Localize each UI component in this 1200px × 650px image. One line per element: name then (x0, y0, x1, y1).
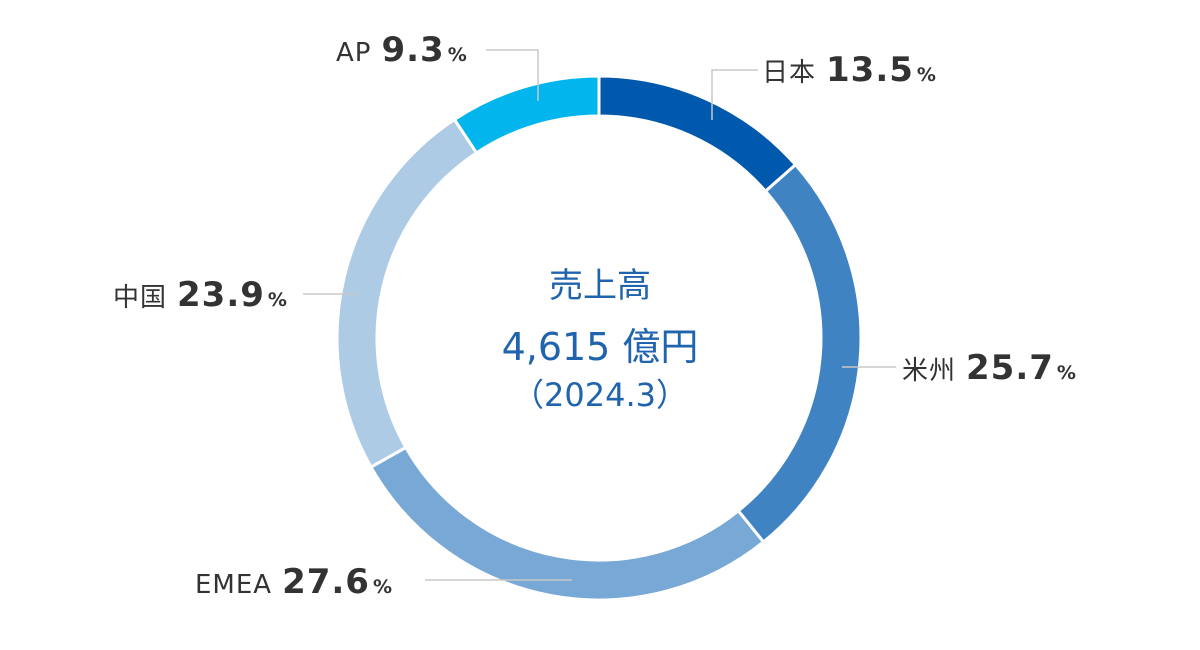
slice-name: 日本 (762, 58, 817, 88)
center-date: （2024.3） (512, 376, 688, 414)
percent-sign: % (447, 44, 467, 66)
percent-sign: % (267, 289, 287, 311)
slice-name: AP (336, 38, 372, 68)
slice-value: 25.7 (966, 348, 1054, 388)
leader-line-ap (486, 49, 539, 101)
percent-sign: % (372, 576, 393, 598)
slice-japan (597, 74, 798, 194)
leader-line-japan (711, 69, 758, 120)
slice-label-japan: 日本 13.5 % (762, 50, 936, 90)
slice-emea (368, 445, 766, 602)
slice-label-china: 中国 23.9 % (113, 275, 287, 315)
slice-label-emea: EMEA 27.6 % (195, 562, 392, 602)
slice-value: 23.9 (177, 275, 265, 315)
center-value: 4,615 億円 (501, 325, 699, 369)
slice-name: EMEA (195, 570, 273, 600)
slice-ap (452, 74, 601, 155)
slice-label-americas: 米州 25.7 % (902, 348, 1076, 388)
slice-value: 27.6 (282, 562, 370, 602)
slice-name: 中国 (113, 283, 168, 313)
slice-label-ap: AP 9.3 % (336, 30, 467, 70)
slice-name: 米州 (902, 356, 957, 386)
slice-value: 13.5 (826, 50, 914, 90)
slice-value: 9.3 (381, 30, 445, 70)
center-title: 売上高 (549, 266, 651, 306)
percent-sign: % (1056, 362, 1076, 384)
slice-americas (736, 162, 863, 545)
percent-sign: % (916, 64, 936, 86)
